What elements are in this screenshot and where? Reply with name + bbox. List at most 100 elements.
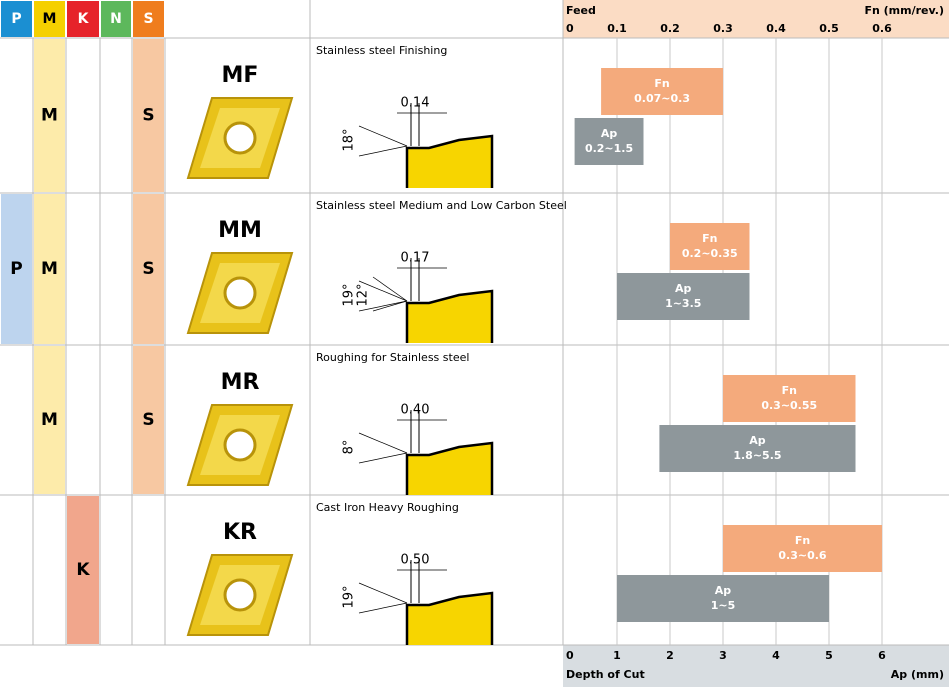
material-cell bbox=[34, 346, 65, 494]
insert-hole bbox=[223, 121, 257, 155]
material-letter: S bbox=[142, 106, 154, 126]
insert-hole bbox=[223, 276, 257, 310]
ap-tick-label: 1 bbox=[613, 649, 621, 662]
ap-label: Ap bbox=[715, 584, 732, 597]
angle: 8° bbox=[342, 440, 357, 455]
column-letter: N bbox=[110, 11, 122, 27]
angle-line bbox=[358, 452, 408, 464]
insert-hole bbox=[223, 428, 257, 462]
fn-bar bbox=[723, 525, 882, 572]
angle-line bbox=[358, 145, 408, 157]
ap-tick-label: 5 bbox=[825, 649, 833, 662]
material-letter: S bbox=[142, 259, 154, 279]
angle-line bbox=[372, 276, 408, 302]
angle-line bbox=[358, 280, 408, 302]
ap-tick-label: 0 bbox=[566, 649, 574, 662]
depth-footer bbox=[563, 645, 949, 687]
tool-edge bbox=[405, 134, 494, 188]
description: Stainless steel Medium and Low Carbon St… bbox=[316, 199, 567, 212]
ap-bar bbox=[617, 273, 750, 320]
angle-line bbox=[358, 300, 408, 312]
feed-label: Feed bbox=[566, 4, 596, 17]
material-letter: M bbox=[41, 106, 58, 126]
fn-range: 0.07~0.3 bbox=[634, 92, 690, 105]
material-cell bbox=[133, 346, 164, 494]
fn-label: Fn bbox=[782, 384, 797, 397]
column-letter: M bbox=[43, 11, 57, 27]
fn-range: 0.2~0.35 bbox=[682, 247, 738, 260]
angle-line bbox=[358, 602, 408, 614]
tool-edge bbox=[405, 441, 494, 495]
material-cell bbox=[67, 496, 99, 644]
column-header bbox=[67, 1, 99, 37]
angle-line bbox=[372, 300, 408, 312]
column-letter: S bbox=[143, 11, 153, 27]
ap-label: Ap bbox=[749, 434, 766, 447]
material-cell bbox=[133, 194, 164, 344]
feed-header bbox=[563, 0, 949, 38]
ap-bar bbox=[574, 118, 644, 165]
ap-tick-label: 6 bbox=[878, 649, 886, 662]
ap-bar bbox=[659, 425, 856, 472]
ap-unit: Ap (mm) bbox=[891, 668, 944, 681]
material-cell bbox=[133, 39, 164, 192]
ap-range: 0.2~1.5 bbox=[585, 142, 633, 155]
ap-tick-label: 2 bbox=[666, 649, 674, 662]
angle: 19° bbox=[342, 585, 357, 608]
land-width: 0.17 bbox=[401, 251, 430, 266]
fn-bar bbox=[723, 375, 856, 422]
fn-range: 0.3~0.6 bbox=[778, 549, 827, 562]
angle: 18° bbox=[342, 128, 357, 151]
description: Stainless steel Finishing bbox=[316, 44, 447, 57]
column-header bbox=[34, 1, 65, 37]
ap-label: Ap bbox=[601, 127, 618, 140]
material-letter: K bbox=[76, 560, 90, 580]
ap-label: Ap bbox=[675, 282, 692, 295]
angle: 12° bbox=[356, 283, 371, 306]
angle-line bbox=[358, 432, 408, 454]
angle: 19° bbox=[342, 283, 357, 306]
ap-range: 1~5 bbox=[711, 599, 736, 612]
material-letter: P bbox=[10, 259, 22, 279]
column-letter: P bbox=[11, 11, 21, 27]
insert-name: MM bbox=[218, 218, 262, 243]
land-width: 0.40 bbox=[401, 403, 430, 418]
depth-label: Depth of Cut bbox=[566, 668, 645, 681]
fn-tick-label: 0.6 bbox=[872, 22, 892, 35]
fn-label: Fn bbox=[702, 232, 717, 245]
fn-tick-label: 0.2 bbox=[660, 22, 680, 35]
ap-tick-label: 3 bbox=[719, 649, 727, 662]
fn-tick-label: 0.4 bbox=[766, 22, 786, 35]
description: Roughing for Stainless steel bbox=[316, 351, 469, 364]
land-width: 0.50 bbox=[401, 553, 430, 568]
material-letter: S bbox=[142, 410, 154, 430]
insert-name: MR bbox=[221, 370, 260, 395]
ap-range: 1.8~5.5 bbox=[733, 449, 781, 462]
material-cell bbox=[1, 194, 32, 344]
fn-unit: Fn (mm/rev.) bbox=[864, 4, 944, 17]
insert-hole bbox=[223, 578, 257, 612]
column-header bbox=[133, 1, 164, 37]
ap-bar bbox=[617, 575, 829, 622]
fn-range: 0.3~0.55 bbox=[761, 399, 817, 412]
description: Cast Iron Heavy Roughing bbox=[316, 501, 459, 514]
material-cell bbox=[34, 194, 65, 344]
material-cell bbox=[34, 39, 65, 192]
tool-edge bbox=[405, 289, 494, 343]
fn-label: Fn bbox=[654, 77, 669, 90]
fn-bar bbox=[670, 223, 750, 270]
fn-tick-label: 0.3 bbox=[713, 22, 733, 35]
column-header bbox=[1, 1, 32, 37]
insert-name: KR bbox=[223, 520, 257, 545]
column-letter: K bbox=[78, 11, 90, 27]
fn-tick-label: 0.1 bbox=[607, 22, 627, 35]
material-letter: M bbox=[41, 259, 58, 279]
ap-tick-label: 4 bbox=[772, 649, 780, 662]
fn-tick-label: 0 bbox=[566, 22, 574, 35]
fn-bar bbox=[601, 68, 723, 115]
fn-label: Fn bbox=[795, 534, 810, 547]
ap-range: 1~3.5 bbox=[665, 297, 701, 310]
column-header bbox=[101, 1, 131, 37]
angle-line bbox=[358, 582, 408, 604]
